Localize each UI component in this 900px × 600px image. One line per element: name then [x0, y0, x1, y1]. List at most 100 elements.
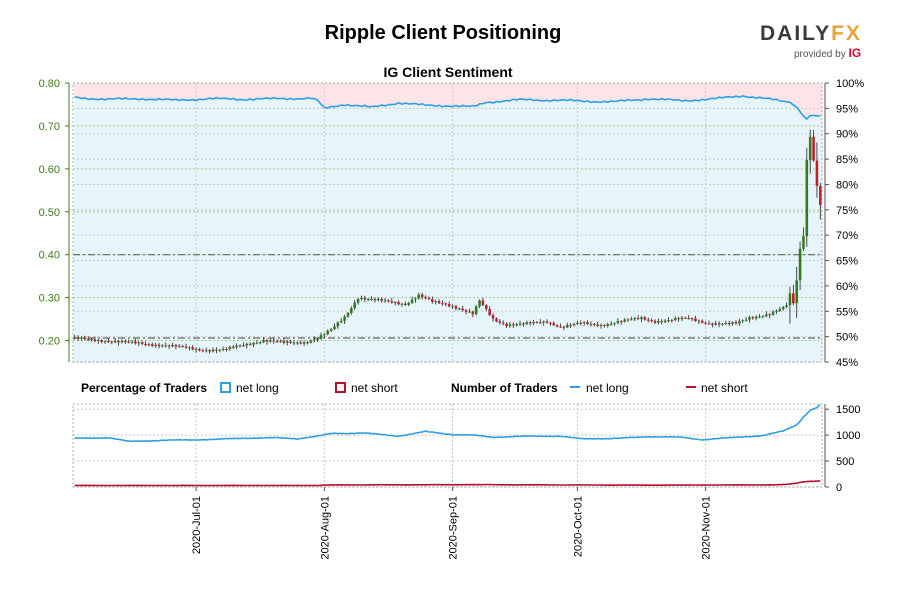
candle-up — [680, 317, 684, 320]
candle-down — [815, 160, 819, 186]
candle-up — [434, 301, 437, 303]
candle-down — [650, 320, 653, 322]
price-tick-label: 0.50 — [39, 207, 60, 219]
candle-up — [576, 322, 579, 324]
candle-up — [221, 349, 225, 351]
candle-down — [727, 323, 731, 325]
candle-up — [86, 339, 90, 341]
candle-down — [717, 323, 721, 325]
candle-up — [663, 320, 667, 322]
candle-down — [265, 340, 269, 342]
count-tick-label: 1000 — [836, 430, 860, 442]
candle-up — [255, 342, 259, 344]
candle-up — [630, 319, 633, 321]
candle-up — [161, 345, 164, 347]
candle-up — [798, 248, 802, 281]
candle-down — [191, 347, 195, 350]
candle-down — [201, 350, 205, 352]
candle-down — [694, 318, 697, 321]
logo-brand-main: DAILY — [760, 22, 832, 45]
candle-up — [339, 320, 343, 323]
candle-down — [306, 342, 309, 344]
candle-down — [461, 308, 464, 311]
candle-down — [380, 298, 383, 301]
candle-up — [103, 341, 107, 343]
pct-tick-label: 65% — [836, 256, 858, 268]
candle-up — [778, 309, 782, 311]
candle-up — [329, 329, 333, 331]
candle-up — [738, 321, 741, 324]
price-tick-label: 0.30 — [39, 293, 60, 305]
candle-up — [319, 335, 323, 339]
candle-up — [393, 301, 397, 303]
candle-up — [525, 322, 529, 325]
candle-down — [545, 321, 549, 323]
candle-up — [410, 299, 414, 303]
candle-up — [407, 302, 410, 305]
candle-down — [437, 301, 441, 304]
candle-down — [117, 340, 120, 343]
candle-up — [204, 350, 208, 352]
candle-up — [667, 320, 670, 322]
candle-up — [616, 321, 620, 324]
candle-up — [323, 334, 326, 336]
candle-down — [83, 337, 87, 340]
price-tick-label: 0.60 — [39, 164, 60, 176]
candle-up — [279, 340, 282, 342]
price-tick-label: 0.20 — [39, 336, 60, 348]
candle-down — [643, 317, 647, 320]
candle-up — [754, 316, 758, 319]
candle-down — [100, 340, 103, 342]
logo-wordmark: DAILYFX — [760, 22, 862, 46]
candle-down — [684, 317, 687, 319]
percentage-line-layer — [74, 95, 821, 121]
candle-up — [245, 343, 249, 346]
candle-down — [528, 322, 532, 324]
candle-up — [343, 316, 346, 321]
price-axis: 0.80 0.70 0.60 0.50 0.40 0.30 0.20 — [39, 78, 69, 348]
candle-down — [208, 350, 211, 352]
candle-down — [441, 303, 444, 305]
candle-up — [360, 297, 363, 300]
candle-up — [356, 299, 360, 303]
candle-up — [582, 322, 586, 324]
candle-down — [242, 345, 245, 347]
date-tick-label: 2020-Aug-01 — [319, 496, 331, 560]
candle-up — [171, 344, 174, 347]
count-tick-label: 1500 — [836, 404, 860, 416]
candle-down — [751, 317, 755, 319]
trader-count-lines — [74, 404, 821, 487]
candle-down — [491, 315, 495, 319]
pct-tick-label: 75% — [836, 205, 858, 217]
legend-pct-short-label: net short — [351, 381, 398, 395]
candle-down — [144, 343, 147, 345]
candle-up — [758, 316, 761, 318]
legend-count-short-label: net short — [701, 381, 748, 395]
candle-down — [555, 325, 559, 327]
candle-up — [252, 343, 255, 345]
long-sentiment-fill — [73, 95, 822, 363]
candle-up — [606, 324, 610, 326]
pct-tick-label: 95% — [836, 103, 858, 115]
candle-down — [603, 325, 606, 327]
candle-up — [721, 323, 724, 325]
candle-up — [572, 323, 576, 326]
candle-down — [562, 326, 566, 328]
candle-up — [532, 322, 535, 324]
candle-up — [417, 294, 421, 299]
candle-down — [535, 322, 539, 324]
candle-up — [316, 338, 319, 340]
candle-up — [73, 337, 76, 339]
candle-down — [157, 344, 161, 347]
pct-tick-label: 55% — [836, 306, 858, 318]
candle-up — [731, 322, 734, 324]
pct-tick-label: 60% — [836, 281, 858, 293]
candle-down — [586, 322, 589, 325]
logo-brand-accent: FX — [831, 22, 862, 45]
candle-down — [596, 324, 599, 326]
candle-down — [464, 310, 468, 312]
candle-down — [147, 344, 151, 346]
candle-up — [164, 345, 168, 347]
candle-up — [623, 319, 626, 322]
